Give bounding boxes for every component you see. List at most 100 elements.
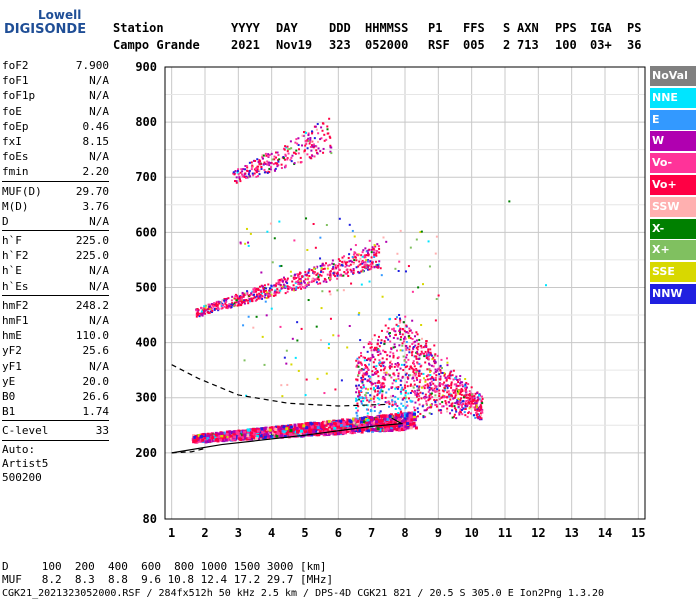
echo-point xyxy=(241,436,245,440)
echo-point xyxy=(448,401,451,404)
echo-point xyxy=(259,289,262,292)
echo-point xyxy=(360,400,363,403)
echo-point xyxy=(293,239,296,242)
param-name: yF2 xyxy=(2,344,22,358)
echo-point xyxy=(228,430,232,434)
echo-point xyxy=(359,263,362,266)
echo-point xyxy=(397,365,400,368)
echo-point xyxy=(397,270,400,273)
polarization-legend: NoVal NNE E W Vo- Vo+ SSW X- X+ SSE NNW xyxy=(650,66,696,306)
echo-point xyxy=(458,411,461,414)
param-separator xyxy=(2,439,109,441)
echo-point xyxy=(310,269,313,272)
echo-point xyxy=(389,367,392,370)
param-name: h`F xyxy=(2,234,22,248)
echo-point xyxy=(470,404,473,407)
echo-point xyxy=(307,140,310,143)
echo-point xyxy=(480,399,483,402)
echo-point xyxy=(356,357,359,360)
echo-point xyxy=(441,383,444,386)
echo-point xyxy=(423,395,426,398)
echo-point xyxy=(225,306,228,309)
echo-point xyxy=(329,270,332,273)
echo-point xyxy=(476,400,479,403)
param-value: N/A xyxy=(89,150,109,164)
echo-point xyxy=(366,391,369,394)
echo-point xyxy=(373,410,376,413)
echo-point xyxy=(263,433,267,437)
echo-point xyxy=(329,274,332,277)
echo-point xyxy=(239,171,242,174)
echo-point xyxy=(213,304,216,307)
echo-point xyxy=(327,428,331,432)
echo-point xyxy=(298,283,301,286)
echo-point xyxy=(404,315,407,318)
param-name: hmF2 xyxy=(2,298,29,312)
echo-point xyxy=(427,399,430,402)
echo-point xyxy=(252,326,255,329)
echo-point xyxy=(446,384,449,387)
echo-point xyxy=(337,264,340,267)
echo-point xyxy=(317,282,320,285)
echo-point xyxy=(361,269,364,272)
echo-point xyxy=(457,397,460,400)
echo-point xyxy=(386,354,389,357)
echo-point xyxy=(415,339,418,342)
echo-point xyxy=(407,392,410,395)
echo-point xyxy=(360,369,363,372)
echo-point xyxy=(285,434,289,438)
echo-point xyxy=(351,428,355,432)
plot-frame xyxy=(164,66,646,520)
echo-point xyxy=(428,396,431,399)
echo-point xyxy=(263,168,266,171)
echo-point xyxy=(292,428,296,432)
echo-point xyxy=(383,367,386,370)
echo-point xyxy=(377,349,380,352)
echo-point xyxy=(385,240,388,243)
echo-point xyxy=(347,256,350,259)
echo-point xyxy=(261,430,265,434)
echo-point xyxy=(306,248,309,251)
echo-point xyxy=(246,293,249,296)
echo-point xyxy=(477,413,480,416)
echo-point xyxy=(454,394,457,397)
echo-point xyxy=(381,377,384,380)
echo-point xyxy=(481,402,484,405)
echo-point xyxy=(384,371,387,374)
echo-point xyxy=(376,393,379,396)
echo-point xyxy=(209,433,213,437)
echo-point xyxy=(234,293,237,296)
echo-point xyxy=(439,375,442,378)
echo-point xyxy=(407,332,410,335)
echo-point xyxy=(402,337,405,340)
echo-point xyxy=(275,156,278,159)
echo-point xyxy=(246,166,249,169)
echo-point xyxy=(397,372,400,375)
param-separator xyxy=(2,180,109,182)
echo-point xyxy=(312,422,316,426)
echo-point xyxy=(285,362,288,365)
echo-point xyxy=(273,292,276,295)
echo-point xyxy=(219,303,222,306)
echo-point xyxy=(374,372,377,375)
echo-point xyxy=(401,342,404,345)
echo-point xyxy=(320,126,323,129)
echo-point xyxy=(400,388,403,391)
echo-point xyxy=(395,380,398,383)
echo-point xyxy=(369,357,372,360)
echo-point xyxy=(347,426,351,430)
echo-point xyxy=(431,389,434,392)
echo-point xyxy=(233,435,237,439)
echo-point xyxy=(441,371,444,374)
echo-point xyxy=(372,251,375,254)
echo-point xyxy=(433,354,436,357)
echo-point xyxy=(309,140,312,143)
echo-point xyxy=(438,395,441,398)
echo-point xyxy=(420,372,423,375)
echo-point xyxy=(256,168,259,171)
echo-point xyxy=(364,365,367,368)
echo-point xyxy=(193,435,197,439)
echo-point xyxy=(421,352,424,355)
echo-point xyxy=(409,337,412,340)
echo-point xyxy=(251,298,254,301)
